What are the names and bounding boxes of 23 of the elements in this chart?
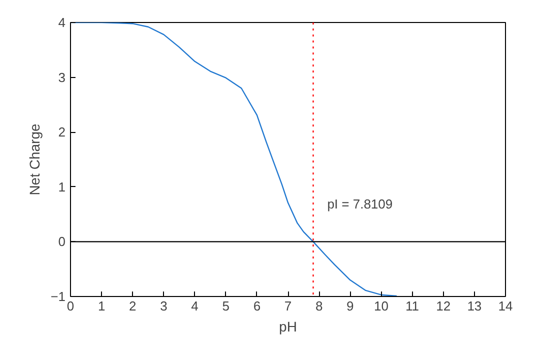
x-tick-label: 8 xyxy=(315,298,323,314)
x-tick-label: 5 xyxy=(222,298,230,314)
x-tick-label: 2 xyxy=(129,298,136,314)
x-tick-label: 13 xyxy=(467,298,482,314)
y-tick-label: 3 xyxy=(58,70,66,85)
x-tick-label: 1 xyxy=(98,298,106,314)
y-tick-label: 2 xyxy=(58,124,66,140)
y-tick-label: 0 xyxy=(58,234,66,250)
y-tick-label: 1 xyxy=(58,179,66,194)
x-tick-label: 14 xyxy=(498,298,513,314)
x-tick-label: 3 xyxy=(160,298,168,314)
y-tick-label: 4 xyxy=(58,15,66,30)
x-tick-label: 9 xyxy=(346,298,354,314)
y-axis-title: Net Charge xyxy=(26,123,43,196)
x-tick-label: 12 xyxy=(436,298,451,314)
x-tick-label: 6 xyxy=(253,298,261,314)
x-tick-label: 4 xyxy=(191,298,198,314)
y-tick-label: −1 xyxy=(50,289,66,304)
x-tick-label: 11 xyxy=(406,298,420,314)
x-tick-label: 7 xyxy=(284,298,292,314)
ref-line-label: pI = 7.8109 xyxy=(327,196,393,212)
x-axis-title: pH xyxy=(279,318,297,334)
x-tick-label: 10 xyxy=(374,298,388,314)
